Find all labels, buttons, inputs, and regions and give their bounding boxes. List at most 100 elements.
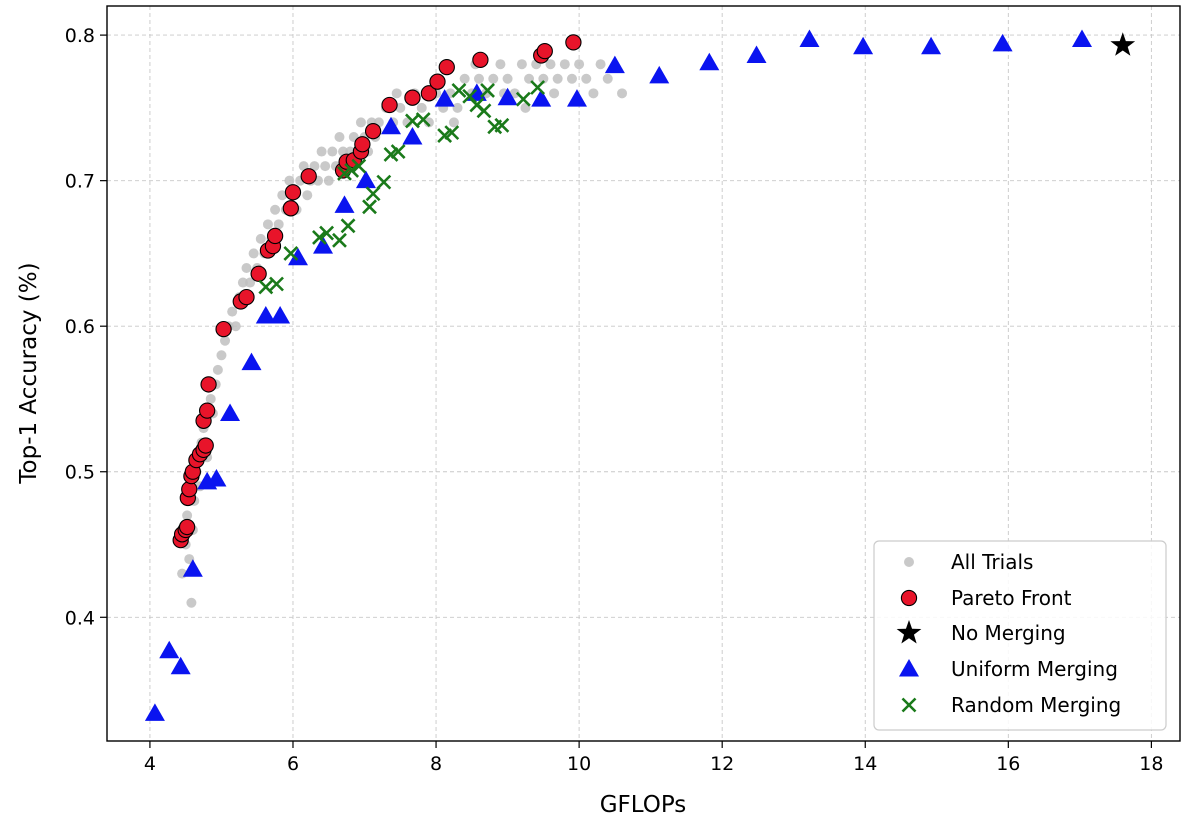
uniform-merging-point — [604, 55, 625, 74]
y-tick-label: 0.4 — [65, 607, 95, 629]
all-trials-point — [245, 277, 256, 288]
random-merging-point — [444, 125, 460, 141]
all-trials-point — [255, 233, 266, 244]
pareto-front-point — [266, 227, 284, 245]
x-tick-label: 18 — [1139, 753, 1163, 775]
pareto-front-point — [472, 51, 489, 69]
x-tick-label: 6 — [287, 753, 299, 775]
all-trials-point — [559, 59, 570, 70]
uniform-merging-point — [159, 640, 180, 659]
random-merging-point — [494, 117, 510, 133]
random-merging-point — [340, 218, 356, 234]
pareto-front-point — [354, 136, 371, 153]
x-tick-label: 10 — [567, 753, 591, 775]
pareto-front-legend-marker — [900, 589, 918, 607]
all-trials-point — [588, 88, 599, 99]
pareto-front-point — [364, 123, 382, 140]
uniform-merging-point — [497, 87, 518, 106]
pareto-front-point — [429, 73, 446, 90]
all-trials-point — [495, 59, 506, 70]
pareto-front-point — [282, 200, 299, 217]
all-trials-point — [334, 131, 345, 142]
uniform-merging-point — [355, 170, 376, 189]
random-merging-point — [332, 232, 347, 248]
all-trials-point — [602, 73, 613, 84]
all-trials-point — [237, 277, 248, 288]
plot-area — [144, 29, 1136, 721]
random-merging-point — [365, 186, 381, 202]
all-trials-point — [549, 88, 560, 99]
all-trials-point — [186, 597, 197, 608]
random-merging-point — [351, 158, 367, 174]
pareto-front-point — [200, 376, 217, 393]
random-merging-point — [319, 225, 335, 241]
pareto-front-point — [178, 518, 196, 536]
y-tick-label: 0.7 — [65, 171, 95, 193]
all-trials-point — [566, 73, 577, 84]
x-axis-label: GFLOPs — [600, 792, 687, 818]
uniform-merging-point — [699, 52, 720, 71]
legend-label: All Trials — [951, 550, 1033, 574]
random-merging-point — [390, 144, 406, 159]
legend-label: Pareto Front — [951, 586, 1072, 610]
x-tick-label: 8 — [430, 753, 442, 775]
all-trials-point — [262, 219, 273, 230]
pareto-front-point — [381, 96, 398, 114]
random-merging-point — [480, 82, 495, 98]
uniform-merging-point — [531, 89, 552, 107]
pareto-front-point — [420, 85, 438, 102]
pareto-front-point — [198, 402, 216, 419]
all-trials-point — [595, 59, 606, 70]
pareto-front-point — [215, 320, 232, 338]
all-trials-point — [423, 117, 434, 128]
y-tick-label: 0.6 — [65, 316, 95, 338]
all-trials-point — [270, 204, 281, 215]
uniform-merging-point — [566, 89, 587, 107]
all-trials-point — [391, 88, 402, 99]
pareto-front-point — [238, 288, 255, 306]
y-tick-label: 0.8 — [65, 25, 95, 47]
random-merging-point — [283, 246, 299, 261]
all-trials-point — [452, 102, 463, 113]
all-trials-point — [241, 262, 252, 273]
pareto-front-point — [536, 42, 553, 60]
all-trials-point — [205, 393, 216, 404]
all-trials-point — [545, 59, 556, 70]
random-merging-point — [344, 163, 360, 178]
random-merging-point — [476, 103, 492, 119]
all-trials-point — [182, 510, 193, 521]
all-trials-point — [302, 190, 313, 201]
legend-label: Uniform Merging — [951, 657, 1118, 681]
pareto-front-point — [284, 184, 302, 201]
legend-label: Random Merging — [951, 693, 1121, 717]
all-trials-point — [617, 88, 628, 99]
uniform-merging-point — [220, 403, 241, 422]
uniform-merging-legend-marker — [899, 659, 919, 677]
uniform-merging-point — [402, 126, 423, 145]
all-trials-point — [395, 102, 406, 113]
no-merging-point — [1110, 32, 1136, 56]
random-merging-point — [269, 276, 284, 292]
uniform-merging-point — [144, 703, 165, 721]
random-merging-legend-marker — [901, 697, 917, 713]
uniform-merging-point — [182, 559, 203, 577]
all-trials-point — [320, 161, 331, 172]
all-trials-point — [316, 146, 327, 157]
pareto-front-series — [172, 34, 582, 549]
all-trials-point — [227, 306, 238, 317]
uniform-merging-point — [270, 306, 291, 324]
pareto-front-point — [404, 89, 421, 106]
all-trials-point — [273, 219, 284, 230]
axes: 4 6 8 10 12 14 16 18 0.4 0.5 0.6 0.7 0.8 — [65, 25, 1164, 775]
uniform-merging-point — [313, 236, 334, 254]
x-tick-label: 16 — [996, 753, 1020, 775]
all-trials-point — [502, 73, 513, 84]
uniform-merging-point — [255, 306, 276, 324]
uniform-merging-point — [799, 29, 820, 47]
legend: All Trials Pareto Front No Merging Uniform … — [873, 540, 1167, 731]
uniform-merging-point — [434, 89, 455, 107]
no-merging-legend-marker — [896, 620, 922, 644]
all-trials-point — [248, 248, 259, 259]
all-trials-point — [538, 73, 549, 84]
